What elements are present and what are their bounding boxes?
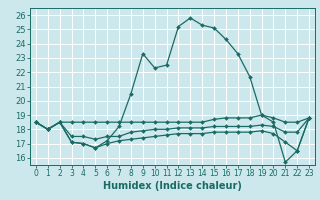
X-axis label: Humidex (Indice chaleur): Humidex (Indice chaleur): [103, 181, 242, 191]
